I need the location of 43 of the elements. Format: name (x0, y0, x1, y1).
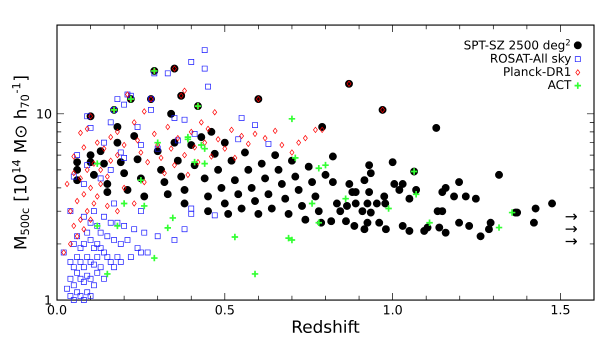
point (384, 204, 393, 213)
point (184, 135, 192, 144)
point (314, 164, 323, 172)
point (314, 218, 323, 227)
point (308, 199, 316, 208)
x-tick-label: 0.0 (48, 304, 66, 315)
point (250, 270, 260, 278)
x-tick-label: 1.5 (552, 304, 570, 314)
point (150, 254, 158, 262)
point (164, 224, 172, 232)
x-axis-title: Redshift (292, 320, 360, 334)
point (184, 133, 192, 142)
point (288, 114, 296, 123)
legend-label: Planck-DR1 (504, 66, 570, 76)
y-axis-title: M$_{500c}$ [10$^{14}$ M⊙ h$_{70}$$^{-1}$] (12, 76, 30, 248)
x-tick-label: 0.5 (216, 304, 234, 315)
legend-label: ROSAT-All sky (491, 54, 571, 66)
point (425, 218, 434, 227)
point (168, 214, 177, 222)
legend-label: ACT (548, 80, 572, 90)
x-tick-label: 1.0 (384, 304, 402, 315)
y-tick-label: 1 (45, 295, 51, 305)
point (120, 199, 128, 208)
point (321, 161, 330, 170)
point (494, 223, 504, 232)
annotation: → (566, 238, 577, 245)
point (342, 194, 350, 203)
legend-label: SPT-SZ 2500 deg$^{2}$ (464, 39, 570, 52)
point (103, 270, 112, 278)
point (93, 160, 102, 168)
annotation: → (566, 226, 577, 232)
point (200, 144, 209, 153)
point (140, 202, 148, 210)
point (508, 208, 516, 217)
point (291, 154, 300, 162)
point (113, 222, 122, 230)
y-tick-label: 10 (37, 109, 52, 119)
annotation: → (566, 213, 577, 220)
point (230, 232, 239, 242)
point (154, 138, 162, 147)
point (197, 140, 206, 150)
point (200, 160, 209, 168)
point (190, 158, 199, 166)
